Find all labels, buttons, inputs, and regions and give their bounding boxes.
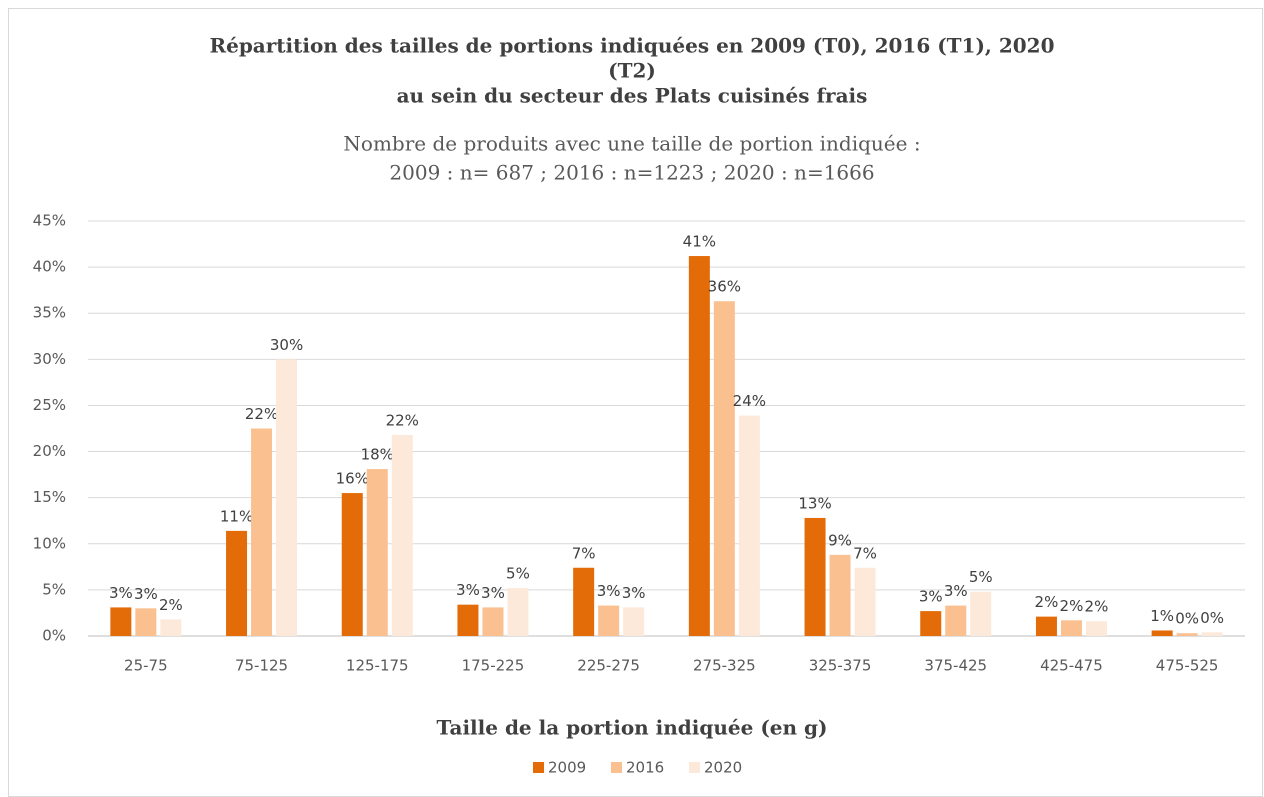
data-label: 5% bbox=[506, 565, 530, 583]
data-label: 5% bbox=[969, 568, 993, 586]
y-tick-label: 35% bbox=[33, 304, 66, 322]
bar bbox=[135, 608, 157, 636]
y-tick-label: 25% bbox=[33, 396, 66, 414]
bar bbox=[1060, 620, 1082, 636]
chart-title: (T2) bbox=[608, 59, 656, 83]
data-label: 3% bbox=[597, 582, 621, 600]
x-tick-label: 125-175 bbox=[346, 657, 409, 675]
bar bbox=[226, 530, 248, 636]
chart-title: au sein du secteur des Plats cuisinés fr… bbox=[397, 84, 868, 108]
x-axis-title: Taille de la portion indiquée (en g) bbox=[437, 716, 828, 740]
bar bbox=[507, 588, 529, 636]
bar bbox=[1201, 632, 1223, 636]
y-tick-label: 15% bbox=[33, 488, 66, 506]
x-tick-label: 425-475 bbox=[1040, 657, 1103, 675]
bar bbox=[341, 493, 363, 636]
bar bbox=[457, 604, 479, 636]
legend-swatch bbox=[689, 762, 700, 773]
bar bbox=[251, 428, 273, 636]
bar bbox=[1151, 630, 1173, 636]
data-label: 22% bbox=[245, 405, 278, 423]
data-label: 3% bbox=[481, 584, 505, 602]
data-label: 2% bbox=[1085, 598, 1109, 616]
data-label: 7% bbox=[853, 544, 877, 562]
bar bbox=[1035, 616, 1057, 636]
bar bbox=[598, 605, 620, 636]
y-tick-label: 40% bbox=[33, 258, 66, 276]
bar bbox=[920, 611, 942, 636]
bar bbox=[573, 567, 595, 636]
bar bbox=[366, 469, 388, 636]
bar bbox=[1176, 633, 1198, 636]
data-label: 18% bbox=[361, 446, 394, 464]
data-label: 0% bbox=[1175, 610, 1199, 628]
bar bbox=[945, 605, 967, 636]
chart-border bbox=[8, 8, 1263, 797]
bar bbox=[970, 591, 992, 636]
data-label: 41% bbox=[683, 233, 716, 251]
data-label: 3% bbox=[134, 585, 158, 603]
legend-swatch bbox=[533, 762, 544, 773]
data-label: 16% bbox=[336, 470, 369, 488]
legend-label: 2009 bbox=[548, 759, 586, 777]
bar bbox=[110, 607, 132, 636]
bar bbox=[804, 517, 826, 636]
bar bbox=[829, 554, 851, 636]
bar bbox=[1085, 621, 1107, 636]
chart-subtitle: Nombre de produits avec une taille de po… bbox=[343, 132, 920, 156]
x-tick-label: 375-425 bbox=[924, 657, 987, 675]
legend-label: 2020 bbox=[704, 759, 742, 777]
data-label: 3% bbox=[919, 588, 943, 606]
data-label: 30% bbox=[270, 336, 303, 354]
y-tick-label: 30% bbox=[33, 350, 66, 368]
data-label: 3% bbox=[109, 584, 133, 602]
data-label: 7% bbox=[572, 544, 596, 562]
data-label: 2% bbox=[1035, 593, 1059, 611]
bar bbox=[160, 619, 182, 636]
y-tick-label: 20% bbox=[33, 442, 66, 460]
data-label: 1% bbox=[1150, 607, 1174, 625]
legend-swatch bbox=[611, 762, 622, 773]
chart-subtitle: 2009 : n= 687 ; 2016 : n=1223 ; 2020 : n… bbox=[389, 161, 874, 185]
y-tick-label: 5% bbox=[42, 580, 66, 598]
bar bbox=[623, 607, 645, 636]
bar bbox=[276, 359, 298, 636]
x-tick-label: 25-75 bbox=[124, 657, 168, 675]
data-label: 3% bbox=[456, 581, 480, 599]
bar bbox=[738, 415, 760, 636]
data-label: 24% bbox=[733, 392, 766, 410]
data-label: 2% bbox=[159, 596, 183, 614]
y-tick-label: 10% bbox=[33, 534, 66, 552]
x-tick-label: 325-375 bbox=[809, 657, 872, 675]
data-label: 36% bbox=[708, 278, 741, 296]
y-tick-label: 0% bbox=[42, 627, 66, 645]
x-tick-label: 275-325 bbox=[693, 657, 756, 675]
x-tick-label: 225-275 bbox=[577, 657, 640, 675]
bar bbox=[391, 434, 413, 636]
data-label: 13% bbox=[798, 494, 831, 512]
data-label: 3% bbox=[622, 584, 646, 602]
y-tick-label: 45% bbox=[33, 212, 66, 230]
data-label: 2% bbox=[1060, 597, 1084, 615]
bar bbox=[482, 607, 504, 636]
x-tick-label: 175-225 bbox=[462, 657, 525, 675]
chart-title: Répartition des tailles de portions indi… bbox=[209, 34, 1054, 58]
x-tick-label: 75-125 bbox=[235, 657, 288, 675]
bar bbox=[713, 301, 735, 636]
x-tick-label: 475-525 bbox=[1156, 657, 1219, 675]
data-label: 3% bbox=[944, 582, 968, 600]
bar bbox=[688, 256, 710, 636]
data-label: 9% bbox=[828, 531, 852, 549]
legend-label: 2016 bbox=[626, 759, 664, 777]
data-label: 22% bbox=[386, 411, 419, 429]
data-label: 11% bbox=[220, 507, 253, 525]
data-label: 0% bbox=[1200, 609, 1224, 627]
bar bbox=[854, 567, 876, 636]
